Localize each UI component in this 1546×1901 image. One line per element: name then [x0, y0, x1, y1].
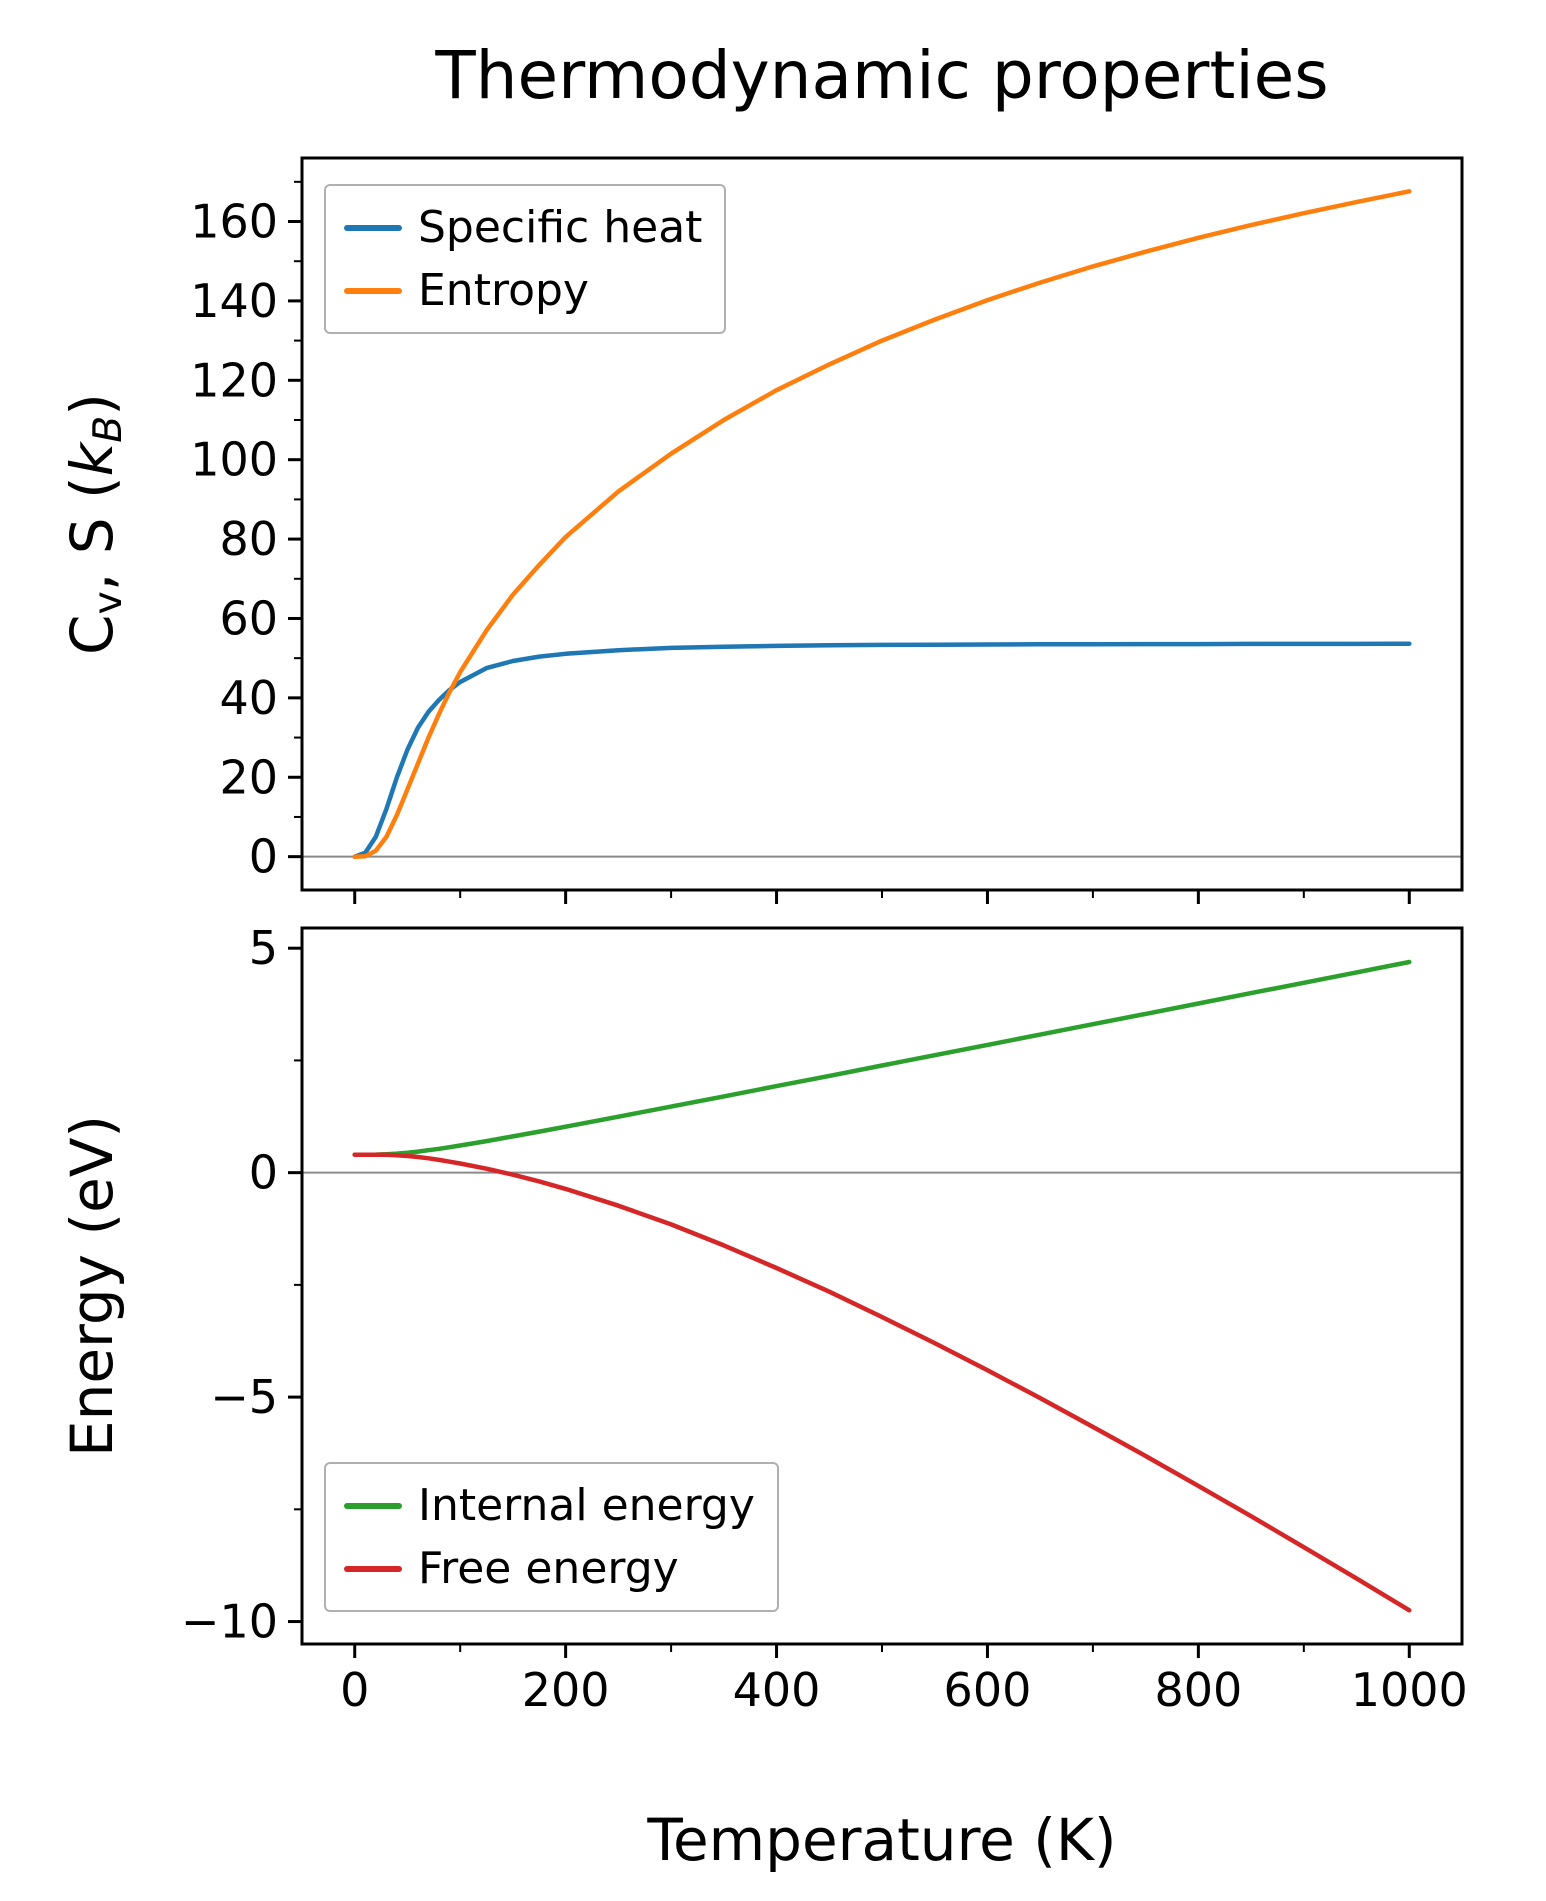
free-energy-line-swatch — [344, 1565, 402, 1572]
ylabel-kb-base: k — [58, 442, 126, 477]
y-tick-label: 100 — [190, 433, 278, 487]
x-tick-label: 400 — [733, 1663, 821, 1717]
free-energy-line — [352, 1152, 1412, 1613]
internal-energy-line — [352, 959, 1412, 1157]
ylabel-cv-base: C — [58, 614, 126, 655]
x-tick-label: 1000 — [1351, 1663, 1468, 1717]
ylabel-mid: , S ( — [58, 476, 126, 592]
plot-title: Thermodynamic properties — [435, 37, 1329, 114]
top-legend: Specific heat Entropy — [324, 184, 727, 334]
y-tick-label: 20 — [219, 750, 278, 804]
specific-heat-line — [352, 641, 1412, 859]
ylabel-cv-sub: v — [84, 591, 131, 615]
legend-label-specific-heat: Specific heat — [418, 202, 703, 253]
entropy-line-swatch — [344, 287, 402, 294]
entropy-line — [352, 189, 1412, 859]
legend-entry-specific-heat: Specific heat — [344, 200, 702, 255]
y-tick-label: 5 — [249, 921, 278, 975]
legend-entry-free-energy: Free energy — [344, 1541, 755, 1596]
y-tick-label: 160 — [190, 195, 278, 249]
legend-entry-internal-energy: Internal energy — [344, 1478, 755, 1533]
y-tick-label: 0 — [249, 830, 278, 884]
legend-label-free-energy: Free energy — [418, 1543, 679, 1594]
legend-label-internal-energy: Internal energy — [418, 1480, 755, 1531]
top-y-axis-label: Cv, S (kB) — [58, 393, 131, 655]
specific-heat-line-swatch — [344, 224, 402, 231]
ylabel-close-paren: ) — [58, 393, 126, 416]
x-tick-label: 800 — [1154, 1663, 1242, 1717]
y-tick-label: 40 — [219, 671, 278, 725]
internal-energy-line-swatch — [344, 1502, 402, 1509]
bottom-y-axis-label: Energy (eV) — [58, 1114, 126, 1458]
x-tick-label: 200 — [522, 1663, 610, 1717]
y-tick-label: 0 — [249, 1146, 278, 1200]
legend-entry-entropy: Entropy — [344, 263, 702, 318]
bottom-legend: Internal energy Free energy — [324, 1462, 779, 1612]
y-tick-label: 140 — [190, 274, 278, 328]
y-tick-label: 120 — [190, 353, 278, 407]
legend-label-entropy: Entropy — [418, 265, 589, 316]
x-tick-label: 600 — [944, 1663, 1032, 1717]
ylabel-kb-sub: B — [84, 415, 131, 443]
y-tick-label: 60 — [219, 591, 278, 645]
y-tick-label: −10 — [181, 1595, 278, 1649]
y-tick-label: 80 — [219, 512, 278, 566]
x-tick-label: 0 — [340, 1663, 369, 1717]
y-tick-label: −5 — [210, 1370, 278, 1424]
x-axis-label: Temperature (K) — [647, 1806, 1117, 1874]
